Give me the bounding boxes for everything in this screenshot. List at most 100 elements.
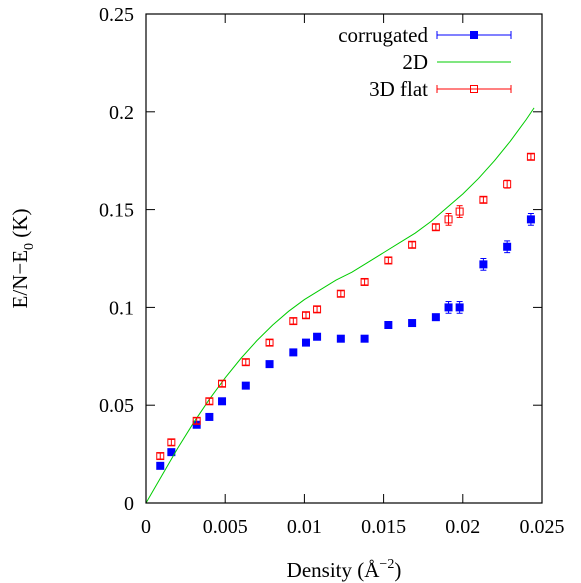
point-marker <box>336 289 345 298</box>
y-tick-label: 0.2 <box>109 102 134 124</box>
data-point <box>444 301 453 314</box>
x-tick-label: 0.025 <box>520 516 565 538</box>
point-marker <box>336 334 345 343</box>
legend-entry: 2D <box>402 50 511 74</box>
legend-entry: 3D flat <box>369 77 512 101</box>
point-marker <box>479 260 488 269</box>
data-point <box>526 152 535 161</box>
point-marker <box>384 321 393 330</box>
point-marker <box>167 438 176 447</box>
y-tick-label: 0.05 <box>99 395 134 417</box>
point-marker <box>444 215 453 224</box>
x-tick-label: 0.02 <box>445 516 480 538</box>
data-point <box>313 305 322 314</box>
x-tick-label: 0 <box>141 516 151 538</box>
x-tick-label: 0.005 <box>203 516 248 538</box>
data-point <box>336 334 345 343</box>
y-tick-label: 0.15 <box>99 200 134 222</box>
legend-label: 3D flat <box>369 77 428 101</box>
data-point <box>384 321 393 330</box>
data-point <box>218 379 227 388</box>
data-point <box>301 338 310 347</box>
data-point <box>265 338 274 347</box>
data-point <box>479 195 488 204</box>
data-point <box>431 223 440 232</box>
point-marker <box>503 180 512 189</box>
point-marker <box>156 461 165 470</box>
data-point <box>241 358 250 367</box>
point-marker <box>431 223 440 232</box>
point-marker <box>301 338 310 347</box>
plot-frame <box>145 13 543 504</box>
x-axis-label-sup: −2 <box>379 557 394 572</box>
point-marker <box>408 240 417 249</box>
series-2d <box>146 107 535 503</box>
point-marker <box>431 313 440 322</box>
data-point <box>455 205 464 218</box>
x-axis-label: Density (Å−2) <box>287 557 402 582</box>
data-point <box>444 213 453 226</box>
data-point <box>167 438 176 447</box>
series-line <box>146 107 535 503</box>
data-point <box>503 179 512 189</box>
point-marker <box>503 242 512 251</box>
y-tick-label: 0.25 <box>99 4 134 26</box>
point-marker <box>205 412 214 421</box>
point-marker <box>192 416 201 425</box>
point-marker <box>313 305 322 314</box>
x-axis-label-end: ) <box>394 558 401 582</box>
legend: corrugated 2D 3D flat <box>338 23 512 101</box>
y-axis-label-end: (K) <box>8 209 32 243</box>
data-point <box>265 360 274 369</box>
series-corrugated <box>156 213 535 470</box>
data-point <box>192 416 201 425</box>
y-axis-label: E/N−E0 (K) <box>8 209 37 309</box>
point-marker <box>408 319 417 328</box>
point-marker <box>218 379 227 388</box>
y-axis-label-main: E/N−E <box>8 250 32 309</box>
point-marker <box>455 207 464 216</box>
data-point <box>241 381 250 390</box>
series-3d-flat <box>156 152 535 461</box>
data-point <box>455 301 464 314</box>
point-marker <box>218 397 227 406</box>
point-marker <box>241 358 250 367</box>
point-marker <box>301 311 310 320</box>
data-point <box>205 412 214 421</box>
y-tick-label: 0 <box>124 493 134 515</box>
point-marker <box>455 303 464 312</box>
point-marker <box>289 317 298 326</box>
point-marker <box>526 152 535 161</box>
point-marker <box>289 348 298 357</box>
data-point <box>156 461 165 470</box>
point-marker <box>360 277 369 286</box>
x-tick-label: 0.01 <box>287 516 322 538</box>
data-point <box>336 289 345 298</box>
point-marker <box>156 452 165 461</box>
x-tick-label: 0.015 <box>361 516 406 538</box>
legend-entry: corrugated <box>338 23 512 47</box>
data-point <box>156 452 165 461</box>
point-marker <box>360 334 369 343</box>
data-point <box>289 317 298 326</box>
point-marker <box>384 256 393 265</box>
data-point <box>526 213 535 226</box>
data-point <box>360 334 369 343</box>
data-point <box>218 397 227 406</box>
point-marker <box>167 448 176 457</box>
data-point <box>479 258 488 271</box>
data-point <box>384 256 393 265</box>
legend-label: corrugated <box>338 23 428 47</box>
x-axis-label-main: Density (Å <box>287 558 381 582</box>
ticks-layer: 0 0.005 0.01 0.015 0.02 0.025 0 0.05 0.1 0.15 0.2 0… <box>99 4 565 538</box>
data-point <box>408 319 417 328</box>
point-marker <box>241 381 250 390</box>
legend-marker <box>470 85 478 93</box>
point-marker <box>313 332 322 341</box>
data-point <box>360 277 369 286</box>
data-point <box>431 313 440 322</box>
data-point <box>289 348 298 357</box>
data-point <box>503 240 512 254</box>
data-point <box>205 397 214 406</box>
